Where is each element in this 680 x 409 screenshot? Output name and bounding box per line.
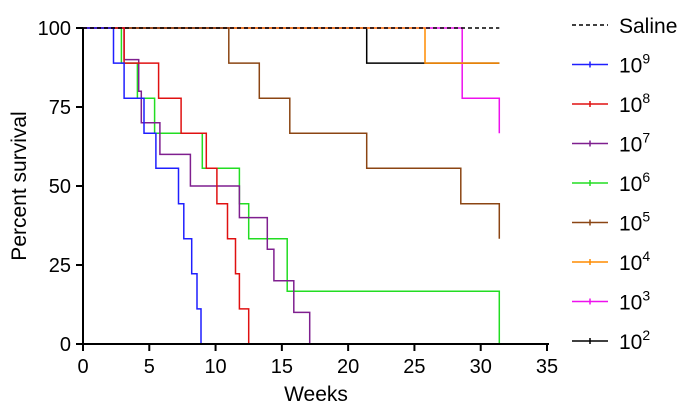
y-tick-label: 75: [49, 97, 71, 119]
ticks: 0 5 10 15 20 25 30 35 0 25 50 75 100: [38, 18, 559, 378]
series-line-10e6: [83, 27, 501, 344]
x-tick-label: 10: [204, 356, 226, 378]
y-tick-label: 25: [49, 255, 71, 277]
legend-label: 106: [619, 169, 650, 196]
y-tick-label: 50: [49, 176, 71, 198]
legend-label: Saline: [619, 15, 677, 38]
series-line-10e8: [83, 27, 250, 344]
x-tick-label: 15: [271, 356, 293, 378]
series-line-10e9: [83, 27, 202, 344]
x-tick-label: 30: [470, 356, 492, 378]
legend-label: 104: [619, 248, 650, 275]
legend-label: 109: [619, 51, 650, 78]
legend-label: 108: [619, 90, 650, 117]
series-line-10e2: [83, 27, 500, 64]
x-tick-label: 0: [77, 356, 88, 378]
series-line-10e5: [83, 27, 501, 239]
x-tick-label: 20: [337, 356, 359, 378]
legend-label: 102: [619, 327, 650, 354]
legend-label: 107: [619, 130, 650, 157]
x-tick-label: 25: [403, 356, 425, 378]
y-tick-label: 0: [60, 334, 71, 356]
axes: [82, 28, 549, 345]
legend: Saline 109 108 107 106 105 104 103 102: [572, 15, 677, 354]
x-axis-title: Weeks: [284, 383, 348, 406]
x-tick-label: 5: [144, 356, 155, 378]
series-line-10e4: [83, 27, 500, 64]
legend-label: 103: [619, 288, 650, 315]
legend-label: 105: [619, 209, 650, 236]
plot-series: [83, 27, 501, 344]
series-line-10e7: [83, 27, 311, 344]
y-tick-label: 100: [38, 18, 71, 40]
y-axis-title: Percent survival: [8, 111, 31, 260]
series-line-10e3: [83, 27, 501, 134]
x-tick-label: 35: [536, 356, 558, 378]
